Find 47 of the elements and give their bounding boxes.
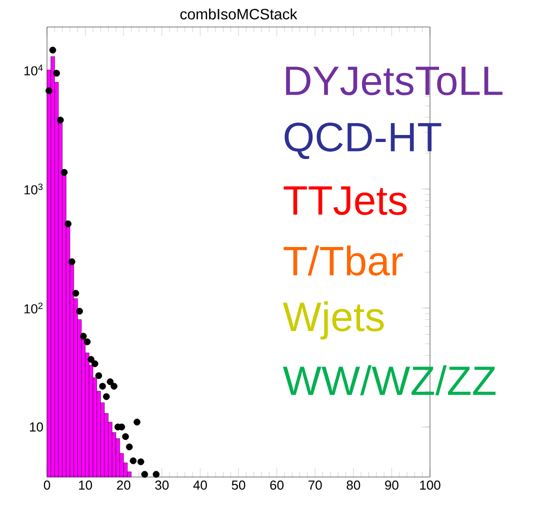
y-tick-label: 10$^{4}$: [24, 64, 43, 76]
point: [84, 338, 91, 346]
annotation: T/Tbar: [284, 245, 403, 276]
point: [60, 168, 68, 176]
point: [99, 382, 106, 390]
point: [88, 356, 94, 363]
y-tick-label: 10$^{2}$: [24, 302, 43, 314]
chart-title: combIsoMCStack: [180, 8, 298, 20]
x-tick-label: 10: [79, 480, 92, 490]
x-tick-label: 50: [232, 480, 246, 490]
point: [141, 470, 148, 478]
point: [64, 220, 72, 228]
annotation: QCD-HT: [284, 122, 442, 160]
point: [57, 116, 64, 124]
x-tick-label: 60: [270, 480, 284, 490]
point: [134, 418, 140, 426]
point: [53, 70, 60, 77]
x-tick-label: 40: [193, 480, 207, 490]
point: [49, 46, 56, 54]
point: [80, 332, 87, 340]
point: [91, 360, 98, 368]
x-tick-label: 70: [308, 480, 322, 490]
x-tick-label: 0: [44, 480, 50, 490]
point: [76, 308, 83, 315]
point: [102, 393, 110, 400]
point: [106, 378, 114, 386]
x-tick-label: 30: [155, 480, 169, 490]
x-tick-label: 90: [385, 480, 398, 490]
x-tick-label: 100: [420, 480, 440, 490]
annotation: DYJetsToLL: [286, 66, 502, 96]
y-tick-label: 10$^{3}$: [24, 184, 43, 194]
y-tick-label: 10: [30, 422, 43, 432]
x-tick-label: 80: [346, 480, 360, 490]
annotation: Wjets: [282, 301, 384, 340]
point: [122, 433, 129, 440]
point: [72, 290, 80, 297]
point: [110, 382, 118, 390]
x-tick-label: 20: [117, 480, 130, 490]
point: [68, 258, 76, 266]
point: [46, 87, 52, 94]
point: [126, 444, 133, 450]
point: [95, 372, 102, 380]
annotation: WW/WZ/ZZ: [282, 365, 496, 396]
point: [137, 458, 144, 466]
annotation: TTJets: [284, 186, 407, 216]
point: [152, 470, 160, 478]
point: [130, 457, 137, 464]
